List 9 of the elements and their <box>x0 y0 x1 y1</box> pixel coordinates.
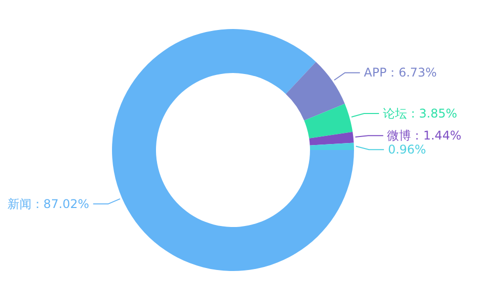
data-label: ：1.44% <box>411 128 462 143</box>
slice-label: APP <box>364 66 387 80</box>
slice-label: 新闻 <box>7 196 32 211</box>
data-label: ：87.02% <box>31 196 90 211</box>
data-label: ：3.85% <box>407 106 458 120</box>
slice-label: 微博 <box>387 128 412 143</box>
data-label: ：6.73% <box>386 66 437 80</box>
data-label: 0.96% <box>388 142 426 157</box>
slice-label: 论坛 <box>383 106 408 120</box>
